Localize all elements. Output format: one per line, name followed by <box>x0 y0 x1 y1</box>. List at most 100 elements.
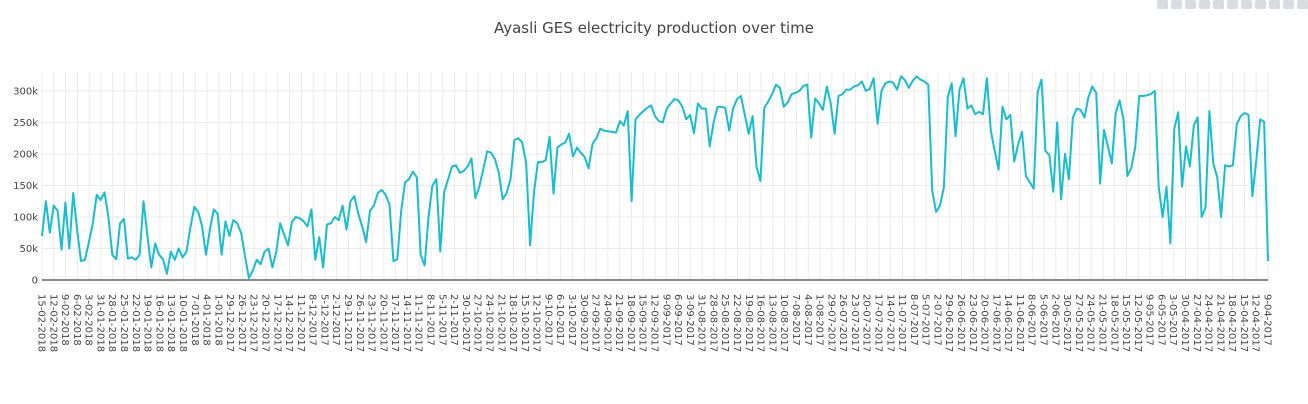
x-tick-label: 21-10-2017 <box>495 294 506 352</box>
x-tick-label: 9-09-2017 <box>660 294 671 346</box>
x-tick-label: 18-04-2017 <box>1226 294 1237 352</box>
x-tick-label: 20-11-2017 <box>377 294 388 352</box>
x-tick-label: 10-08-2017 <box>778 294 789 352</box>
x-tick-label: 30-04-2017 <box>1179 294 1190 352</box>
save-icon[interactable] <box>1171 0 1182 9</box>
x-tick-label: 30-09-2017 <box>578 294 589 352</box>
x-tick-label: 12-05-2017 <box>1132 294 1143 352</box>
pan-icon[interactable] <box>1199 0 1210 9</box>
x-tick-label: 9-04-2017 <box>1262 294 1273 346</box>
x-tick-label: 2-12-2017 <box>330 294 341 346</box>
x-tick-label: 26-07-2017 <box>837 294 848 352</box>
x-tick-label: 23-06-2017 <box>967 294 978 352</box>
x-tick-label: 29-12-2017 <box>224 294 235 352</box>
x-tick-label: 1-01-2018 <box>212 294 223 346</box>
x-tick-label: 10-01-2018 <box>177 294 188 352</box>
x-tick-label: 27-04-2017 <box>1191 294 1202 352</box>
chart-modebar <box>1157 0 1308 10</box>
x-tick-label: 20-06-2017 <box>979 294 990 352</box>
x-tick-label: 17-06-2017 <box>990 294 1001 352</box>
x-tick-label: 16-08-2017 <box>755 294 766 352</box>
x-tick-label: 2-07-2017 <box>931 294 942 346</box>
x-tick-label: 15-04-2017 <box>1238 294 1249 352</box>
autoscale-icon[interactable] <box>1241 0 1252 9</box>
x-tick-label: 23-12-2017 <box>248 294 259 352</box>
x-tick-label: 6-05-2017 <box>1155 294 1166 346</box>
x-tick-label: 6-10-2017 <box>554 294 565 346</box>
x-tick-label: 20-12-2017 <box>259 294 270 352</box>
y-axis-ticks: 0 50k 100k 150k 200k 250k 300k <box>13 86 38 286</box>
x-tick-label: 17-12-2017 <box>271 294 282 352</box>
x-tick-label: 8-07-2017 <box>908 294 919 346</box>
hover-closest-icon[interactable] <box>1283 0 1294 9</box>
x-tick-label: 14-07-2017 <box>884 294 895 352</box>
x-tick-label: 15-02-2018 <box>36 294 47 352</box>
x-tick-label: 8-06-2017 <box>1026 294 1037 346</box>
x-tick-label: 18-10-2017 <box>507 294 518 352</box>
y-gridlines <box>42 90 1268 281</box>
x-tick-label: 19-08-2017 <box>743 294 754 352</box>
x-tick-label: 11-11-2017 <box>413 294 424 352</box>
x-tick-label: 22-01-2018 <box>130 294 141 352</box>
y-tick-label: 250k <box>13 118 38 129</box>
x-tick-label: 12-09-2017 <box>649 294 660 352</box>
x-tick-label: 15-05-2017 <box>1120 294 1131 352</box>
zoom-icon[interactable] <box>1185 0 1196 9</box>
x-tick-label: 26-06-2017 <box>955 294 966 352</box>
x-tick-label: 15-10-2017 <box>519 294 530 352</box>
x-tick-label: 28-01-2018 <box>106 294 117 352</box>
y-tick-label: 200k <box>13 149 38 160</box>
x-tick-label: 13-01-2018 <box>165 294 176 352</box>
x-tick-label: 1-08-2017 <box>814 294 825 346</box>
series-group <box>41 75 1269 280</box>
home-icon[interactable] <box>1255 0 1266 9</box>
x-tick-label: 26-11-2017 <box>354 294 365 352</box>
x-tick-label: 25-08-2017 <box>719 294 730 352</box>
x-tick-label: 14-12-2017 <box>283 294 294 352</box>
x-tick-label: 28-08-2017 <box>707 294 718 352</box>
x-tick-label: 16-01-2018 <box>153 294 164 352</box>
x-tick-label: 13-08-2017 <box>766 294 777 352</box>
x-tick-label: 11-06-2017 <box>1014 294 1025 352</box>
x-gridlines <box>41 72 1269 280</box>
x-tick-label: 17-07-2017 <box>872 294 883 352</box>
x-tick-label: 9-05-2017 <box>1144 294 1155 346</box>
x-tick-label: 7-08-2017 <box>790 294 801 346</box>
y-tick-label: 150k <box>13 181 38 192</box>
x-tick-label: 18-09-2017 <box>625 294 636 352</box>
x-tick-label: 24-04-2017 <box>1203 294 1214 352</box>
y-tick-label: 50k <box>19 244 38 255</box>
x-tick-label: 5-11-2017 <box>436 294 447 346</box>
series-line <box>41 75 1269 280</box>
zoom-out-icon[interactable] <box>1227 0 1238 9</box>
x-tick-label: 21-04-2017 <box>1214 294 1225 352</box>
x-tick-label: 9-02-2018 <box>59 294 70 346</box>
y-tick-label: 0 <box>32 276 38 287</box>
x-tick-label: 17-11-2017 <box>389 294 400 352</box>
x-tick-label: 19-01-2018 <box>142 294 153 352</box>
x-tick-label: 22-08-2017 <box>731 294 742 352</box>
x-tick-label: 4-01-2018 <box>201 294 212 346</box>
x-tick-label: 27-05-2017 <box>1073 294 1084 352</box>
x-tick-label: 25-01-2018 <box>118 294 129 352</box>
x-tick-label: 14-06-2017 <box>1002 294 1013 352</box>
x-tick-label: 3-10-2017 <box>566 294 577 346</box>
x-tick-label: 15-09-2017 <box>637 294 648 352</box>
spike-icon[interactable] <box>1269 0 1280 9</box>
x-tick-label: 11-07-2017 <box>896 294 907 352</box>
x-tick-label: 7-01-2018 <box>189 294 200 346</box>
x-tick-label: 30-05-2017 <box>1061 294 1072 352</box>
x-tick-label: 21-09-2017 <box>613 294 624 352</box>
x-tick-label: 24-10-2017 <box>483 294 494 352</box>
camera-icon[interactable] <box>1157 0 1168 9</box>
x-tick-label: 5-07-2017 <box>920 294 931 346</box>
x-tick-label: 5-06-2017 <box>1038 294 1049 346</box>
hover-compare-icon[interactable] <box>1297 0 1308 9</box>
x-tick-label: 18-05-2017 <box>1108 294 1119 352</box>
x-tick-label: 3-05-2017 <box>1167 294 1178 346</box>
zoom-in-icon[interactable] <box>1213 0 1224 9</box>
x-tick-label: 8-11-2017 <box>425 294 436 346</box>
x-tick-label: 12-02-2018 <box>47 294 58 352</box>
x-tick-label: 24-05-2017 <box>1085 294 1096 352</box>
x-tick-label: 6-09-2017 <box>672 294 683 346</box>
